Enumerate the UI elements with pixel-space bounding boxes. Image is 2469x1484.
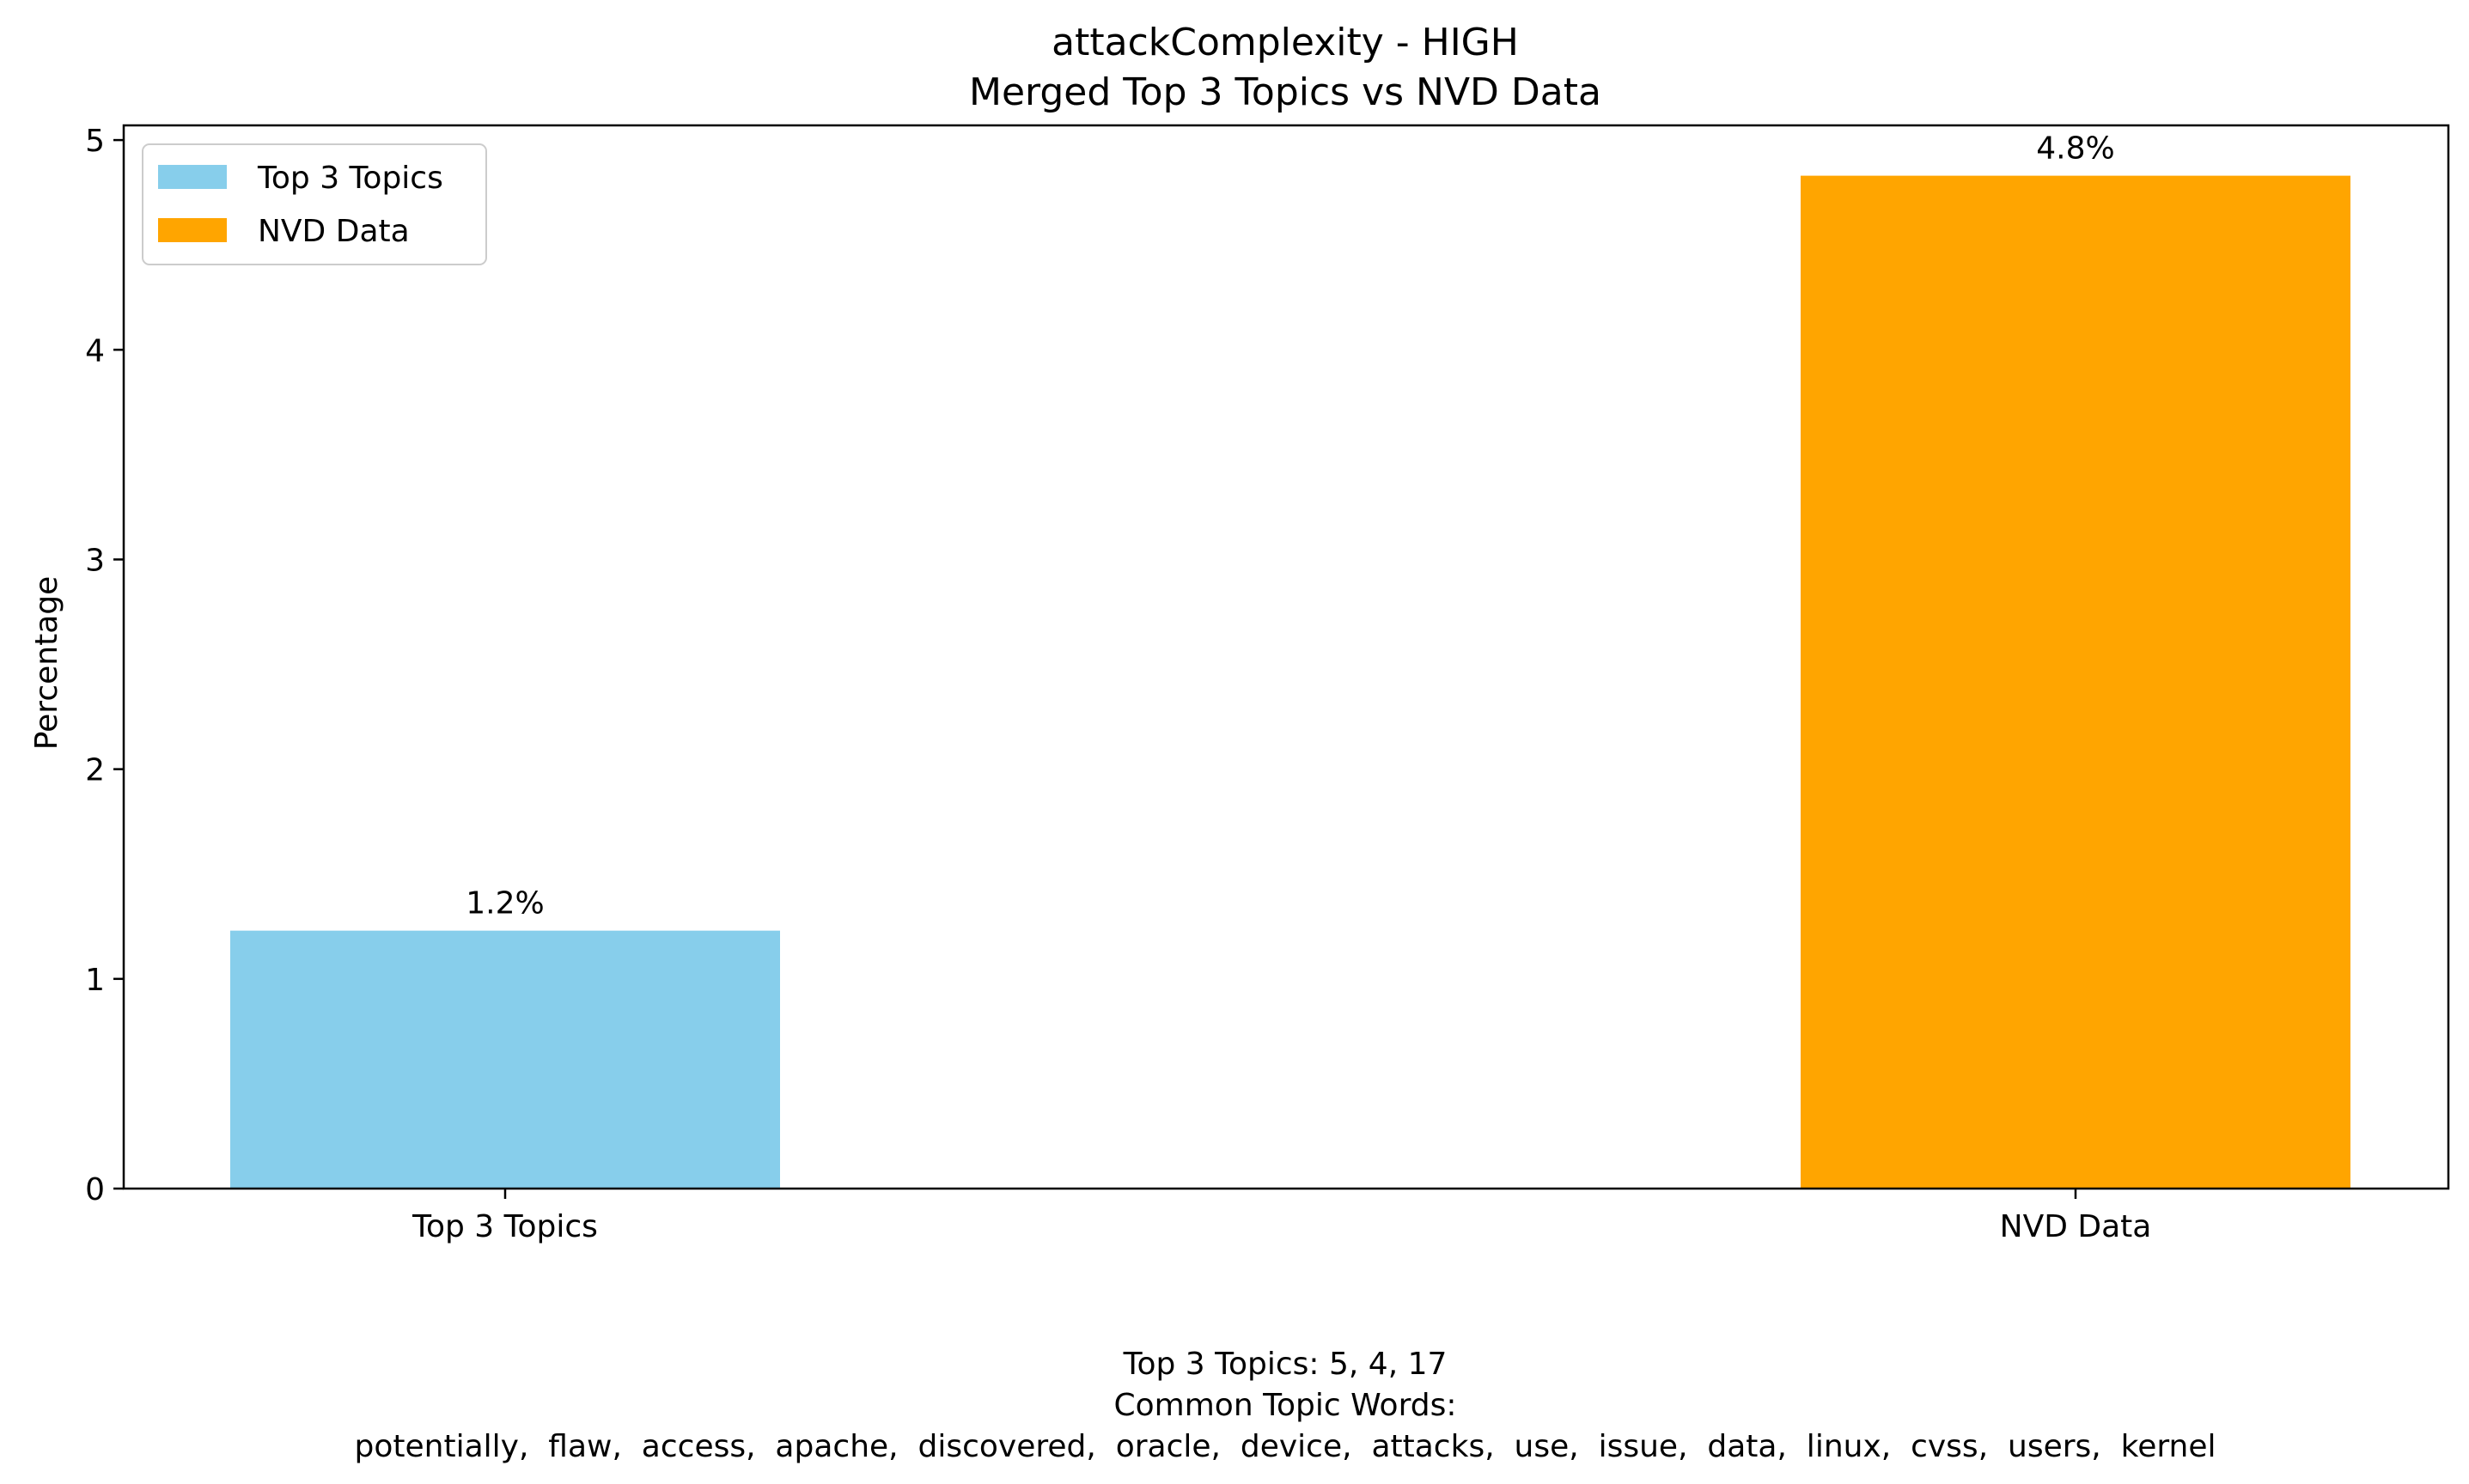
bar-value-label-nvd-data: 4.8%	[2036, 131, 2114, 167]
footer-common-words-heading: Common Topic Words:	[1114, 1388, 1457, 1423]
footer-top-topics: Top 3 Topics: 5, 4, 17	[1123, 1347, 1448, 1382]
y-tick-label: 4	[85, 333, 105, 368]
y-tick-label: 5	[85, 124, 105, 159]
bar-value-label-top-3-topics: 1.2%	[466, 886, 544, 921]
y-tick-label: 1	[85, 963, 105, 998]
x-axis-ticks: Top 3 Topics NVD Data	[412, 1189, 2151, 1244]
y-axis-label: Percentage	[29, 576, 64, 751]
legend-label-nvd-data: NVD Data	[258, 214, 410, 249]
legend-swatch-nvd-data	[158, 218, 227, 242]
legend-box	[142, 143, 487, 265]
bars-group	[230, 175, 2350, 1189]
bar-labels-group: 1.2% 4.8%	[466, 131, 2114, 921]
plot-frame	[122, 124, 2450, 1190]
chart-subtitle: Merged Top 3 Topics vs NVD Data	[969, 70, 1601, 114]
legend-label-top-3-topics: Top 3 Topics	[257, 161, 443, 196]
x-tick-label-top-3-topics: Top 3 Topics	[412, 1209, 598, 1244]
chart-title: attackComplexity - HIGH	[1052, 21, 1519, 64]
bar-nvd-data	[1801, 175, 2350, 1189]
legend: Top 3 Topics NVD Data	[142, 143, 487, 265]
y-axis-ticks: 0 1 2 3 4 5	[85, 124, 124, 1207]
y-tick-label: 2	[85, 753, 105, 788]
legend-swatch-top-3-topics	[158, 165, 227, 189]
y-tick-label: 3	[85, 543, 105, 578]
x-tick-label-nvd-data: NVD Data	[2000, 1209, 2152, 1244]
footer-common-words-list: potentially, flaw, access, apache, disco…	[355, 1429, 2216, 1464]
y-tick-label: 0	[85, 1172, 105, 1207]
bar-top-3-topics	[230, 930, 780, 1189]
